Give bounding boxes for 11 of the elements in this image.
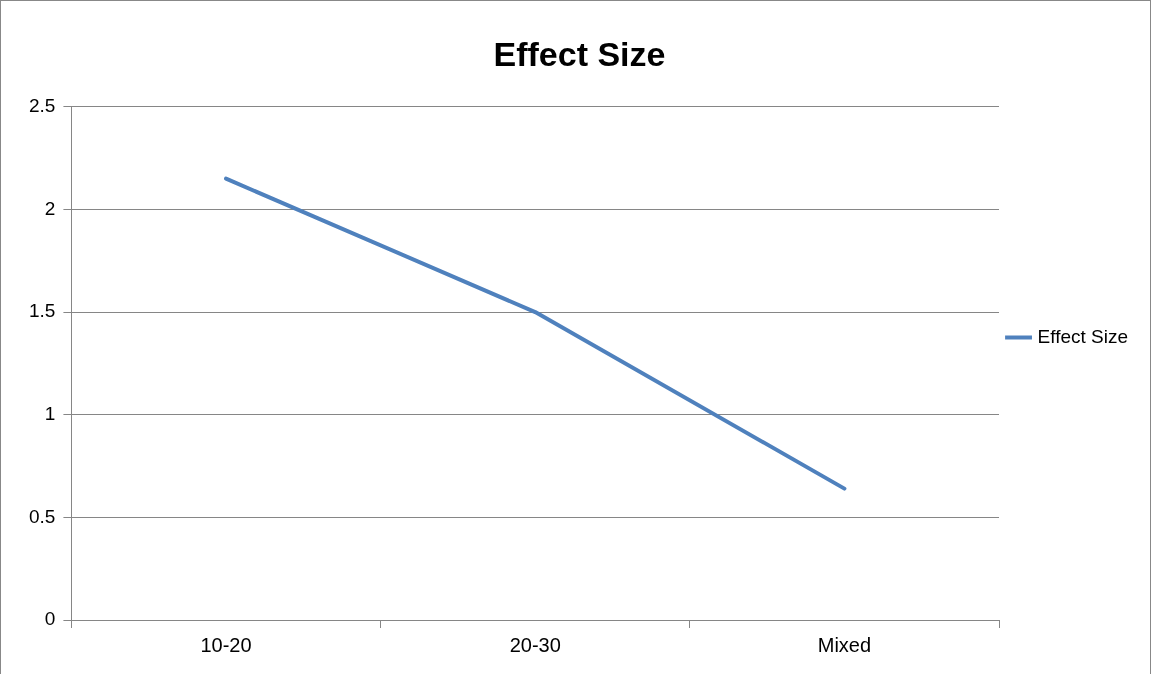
y-tick-label: 0 [44, 608, 56, 630]
y-tick-label: 0.5 [28, 505, 56, 527]
x-tick-label: 20-30 [509, 633, 561, 656]
y-tick-label: 2.5 [28, 95, 56, 117]
legend-label: Effect Size [1037, 325, 1129, 347]
y-tick-label: 1 [44, 402, 56, 424]
chart-title: Effect Size [493, 34, 666, 73]
y-tick-label: 2 [44, 197, 56, 219]
x-tick-label: Mixed [817, 633, 872, 656]
x-tick-label: 10-20 [200, 633, 252, 656]
y-tick-label: 1.5 [28, 300, 56, 322]
